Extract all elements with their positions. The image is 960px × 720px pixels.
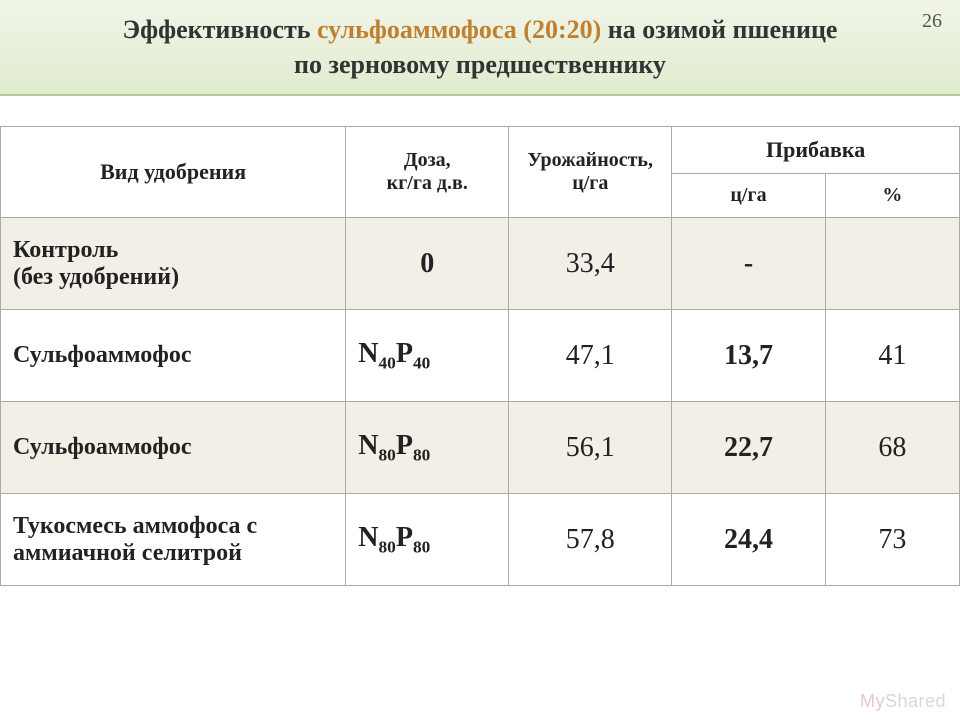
- name-line1: Сульфоаммофос: [13, 434, 192, 460]
- title-line-2: по зерновому предшественнику: [294, 50, 666, 79]
- cell-gain: 13,7: [672, 310, 825, 402]
- slide-header: 26 Эффективность сульфоаммофоса (20:20) …: [0, 0, 960, 96]
- watermark: MyShared: [860, 691, 946, 712]
- name-line2: (без удобрений): [13, 264, 179, 290]
- cell-yield: 57,8: [509, 494, 672, 586]
- cell-name: Сульфоаммофос: [1, 310, 346, 402]
- cell-pct: 68: [825, 402, 959, 494]
- name-line2: аммиачной селитрой: [13, 540, 242, 566]
- title-post-1: на озимой пшенице: [601, 15, 837, 44]
- table-row: Сульфоаммофос N80P8056,122,768: [1, 402, 960, 494]
- title-highlight: сульфоаммофоса (20:20): [317, 15, 601, 44]
- name-line1: Сульфоаммофос: [13, 342, 192, 368]
- table-row: Контроль(без удобрений)033,4-: [1, 218, 960, 310]
- th-gain-pct: %: [825, 174, 959, 218]
- th-gain-group: Прибавка: [672, 127, 960, 174]
- cell-pct: 73: [825, 494, 959, 586]
- th-gain-unit: ц/га: [672, 174, 825, 218]
- name-line1: Тукосмесь аммофоса с: [13, 513, 257, 539]
- dose-n-sub: 80: [378, 445, 395, 464]
- table-row: Сульфоаммофос N40P4047,113,741: [1, 310, 960, 402]
- cell-name: Тукосмесь аммофоса саммиачной селитрой: [1, 494, 346, 586]
- page-number: 26: [922, 10, 942, 33]
- cell-dose: 0: [346, 218, 509, 310]
- dose-p-sub: 40: [413, 353, 430, 372]
- table-body: Контроль(без удобрений)033,4-Сульфоаммоф…: [1, 218, 960, 586]
- title-pre: Эффективность: [123, 15, 317, 44]
- th-yield: Урожайность, ц/га: [509, 127, 672, 218]
- cell-yield: 33,4: [509, 218, 672, 310]
- cell-dose: N40P40: [346, 310, 509, 402]
- dose-p-sub: 80: [413, 445, 430, 464]
- cell-dose: N80P80: [346, 402, 509, 494]
- cell-yield: 56,1: [509, 402, 672, 494]
- cell-gain: 22,7: [672, 402, 825, 494]
- watermark-rest: Shared: [885, 691, 946, 711]
- table-row: Тукосмесь аммофоса саммиачной селитройN8…: [1, 494, 960, 586]
- cell-name: Сульфоаммофос: [1, 402, 346, 494]
- cell-dose: N80P80: [346, 494, 509, 586]
- table-container: Вид удобрения Доза, кг/га д.в. Урожайнос…: [0, 96, 960, 586]
- cell-name: Контроль(без удобрений): [1, 218, 346, 310]
- cell-gain: 24,4: [672, 494, 825, 586]
- cell-pct: 41: [825, 310, 959, 402]
- dose-n-sub: 80: [378, 537, 395, 556]
- cell-pct: [825, 218, 959, 310]
- th-dose: Доза, кг/га д.в.: [346, 127, 509, 218]
- th-name: Вид удобрения: [1, 127, 346, 218]
- table-head: Вид удобрения Доза, кг/га д.в. Урожайнос…: [1, 127, 960, 218]
- dose-p-sub: 80: [413, 537, 430, 556]
- cell-gain: -: [672, 218, 825, 310]
- data-table: Вид удобрения Доза, кг/га д.в. Урожайнос…: [0, 126, 960, 586]
- slide-title: Эффективность сульфоаммофоса (20:20) на …: [20, 12, 940, 82]
- dose-n-sub: 40: [378, 353, 395, 372]
- cell-yield: 47,1: [509, 310, 672, 402]
- name-line1: Контроль: [13, 237, 118, 263]
- watermark-my: My: [860, 691, 885, 711]
